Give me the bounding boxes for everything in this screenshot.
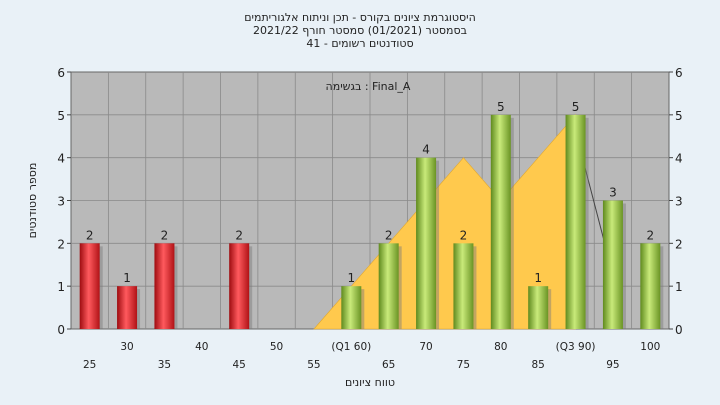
bar (229, 243, 250, 329)
bar (453, 243, 474, 329)
bar (341, 286, 362, 329)
bar-value-label: 2 (161, 228, 169, 242)
bar (602, 200, 623, 329)
x-tick-label: 75 (457, 359, 470, 371)
bar (640, 243, 661, 329)
bar-value-label: 2 (460, 228, 468, 242)
x-tick-label: 35 (158, 359, 171, 371)
x-axis-label: טווח ציונים (345, 376, 395, 389)
y-tick-label-right: 0 (675, 323, 683, 337)
bar-value-label: 1 (347, 271, 355, 285)
y-tick-label-right: 6 (675, 66, 683, 80)
bar-value-label: 2 (385, 228, 393, 242)
chart-title-line-2: בסמסטר (01/2021) סמסטר חורף 2021/22 (253, 24, 467, 37)
bar (416, 157, 437, 329)
x-tick-label: 40 (195, 341, 208, 353)
bar-value-label: 2 (646, 228, 654, 242)
y-tick-label-left: 1 (57, 280, 65, 294)
x-tick-label: 30 (120, 341, 133, 353)
bar-value-label: 1 (534, 271, 542, 285)
y-tick-label-left: 2 (57, 237, 65, 251)
bar-value-label: 1 (123, 271, 131, 285)
x-tick-label: 80 (494, 341, 507, 353)
bar (378, 243, 399, 329)
chart-title-line-3: סטודנטים רשומים - 41 (306, 37, 414, 50)
y-tick-label-left: 0 (57, 323, 65, 337)
x-tick-label: 70 (419, 341, 432, 353)
y-tick-label-left: 5 (57, 109, 65, 123)
bar-value-label: 2 (235, 228, 243, 242)
y-tick-label-right: 4 (675, 152, 683, 166)
bar-value-label: 3 (609, 186, 617, 200)
bar (565, 114, 586, 329)
bar-value-label: 5 (497, 100, 505, 114)
bar (528, 286, 549, 329)
chart-annotation: בגשימה : Final_A (326, 80, 411, 93)
x-tick-label: 50 (270, 341, 283, 353)
y-tick-label-left: 3 (57, 195, 65, 209)
bar-value-label: 5 (572, 100, 580, 114)
bar (490, 114, 511, 329)
y-tick-label-right: 5 (675, 109, 683, 123)
y-tick-label-right: 3 (675, 195, 683, 209)
x-tick-label: 100 (640, 341, 660, 353)
x-tick-label: 45 (233, 359, 246, 371)
x-tick-label: 85 (532, 359, 545, 371)
x-tick-label: 65 (382, 359, 395, 371)
y-axis-label: מספר סטודנטים (26, 163, 39, 239)
bar-value-label: 4 (422, 143, 430, 157)
x-tick-label: 25 (83, 359, 96, 371)
x-tick-label: 95 (606, 359, 619, 371)
bar (117, 286, 138, 329)
y-tick-label-left: 6 (57, 66, 65, 80)
x-tick-label: (Q1 60) (331, 341, 371, 353)
x-tick-label: 55 (307, 359, 320, 371)
chart-title-line-1: היסטוגרמת ציונים בקורס - תכן וניתוח אלגו… (244, 11, 476, 24)
y-tick-label-right: 1 (675, 280, 683, 294)
bar (154, 243, 175, 329)
y-tick-label-right: 2 (675, 237, 683, 251)
bar-value-label: 2 (86, 228, 94, 242)
x-tick-label: (Q3 90) (556, 341, 596, 353)
bar (79, 243, 100, 329)
y-tick-label-left: 4 (57, 152, 65, 166)
